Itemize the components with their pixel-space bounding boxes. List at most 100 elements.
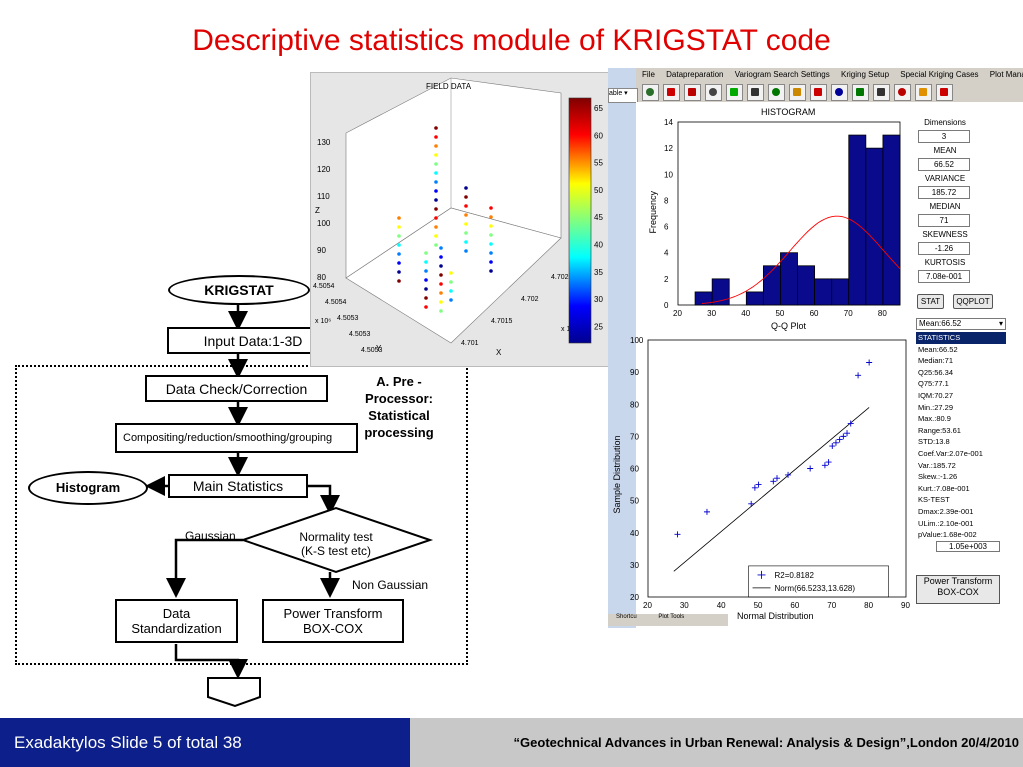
field-data-point [434,162,438,166]
slide-title: Descriptive statistics module of KRIGSTA… [192,24,831,57]
stat-button[interactable]: STAT [917,294,944,309]
toolbar-tool-icon[interactable] [747,83,764,101]
toolbar-tool-icon[interactable] [705,83,722,101]
field-data-point [464,240,468,244]
histogram-bar [865,147,884,306]
stats-list-item[interactable]: Kurt.:7.08e-001 [918,483,970,493]
toolbar-tool-icon[interactable] [831,83,848,101]
qq-x-tick: 70 [827,601,836,610]
hidden-value-field[interactable]: 1.05e+003 [936,541,1000,552]
tool-glyph-icon [793,87,801,96]
stats-list-item[interactable]: Range:53.61 [918,425,961,435]
tool-glyph-icon [940,87,948,96]
field-data-ticks: 13012011010090804.50544.50544.50534.5053… [313,138,573,354]
field-data-points [397,126,493,313]
stats-list-item[interactable]: Coef.Var:2.07e-001 [918,448,983,458]
toolbar-tool-icon[interactable] [663,83,680,101]
toolbar-tool-icon[interactable] [642,83,659,101]
colorbar-tick-label: 50 [594,186,603,195]
qq-y-tick: 30 [630,561,639,570]
flowchart-connectors [145,305,434,708]
toolbar-tool-icon[interactable] [915,83,932,101]
stats-list-header[interactable]: STATISTICS [916,332,1006,344]
toolbar-tool-icon[interactable] [684,83,701,101]
mean-field[interactable]: 66.52 [918,158,970,171]
field-data-point [439,246,443,250]
median-field[interactable]: 71 [918,214,970,227]
histogram-x-tick: 30 [707,309,716,318]
stats-list-item[interactable]: IQM:70.27 [918,390,954,400]
tab-plot-tools[interactable]: Plot Tools [658,614,685,620]
histogram-y-label: Frequency [648,190,658,233]
stats-list-item[interactable]: Var.:185.72 [918,460,956,470]
toolbar-tool-icon[interactable] [768,83,785,101]
statistics-list[interactable]: STATISTICS Mean:66.52 Median:71 Q25:56.34 Q7… [916,332,1006,541]
y-tick-label: 4.5053 [361,347,383,354]
menu-special-kriging[interactable]: Special Kriging Cases [900,70,979,79]
skewness-field[interactable]: -1.26 [918,242,970,255]
qq-axes-frame [647,339,907,598]
histogram-x-tick: 80 [878,309,887,318]
qq-plot-chart: 20 30 40 50 60 70 80 90 20 30 40 50 60 70 80 90 100 Norma… [612,336,910,620]
qqplot-button[interactable]: QQPLOT [953,294,993,309]
field-data-point [434,189,438,193]
field-data-point [397,216,401,220]
x-tick-label: 4.7025 [551,274,573,281]
field-data-point [434,225,438,229]
toolbar-tool-icon[interactable] [810,83,827,101]
stats-list-item[interactable]: Mean:66.52 [918,344,958,354]
y-axis-exponent: x 10⁶ [315,318,331,325]
stats-list-item[interactable]: Q75:77.1 [918,379,949,389]
toolbar-tool-icon[interactable] [873,83,890,101]
qq-legend-marker [757,570,766,579]
stats-list-item[interactable]: Max.:80.9 [918,414,951,424]
qq-x-tick: 60 [790,601,799,610]
stats-list-item[interactable]: pValue:1.68e-002 [918,530,977,540]
tool-glyph-icon [772,87,780,96]
field-data-point [397,234,401,238]
power-transform-button[interactable]: Power Transform BOX-COX [916,575,1000,604]
stats-list-item[interactable]: Min.:27.29 [918,402,954,412]
field-data-point [464,222,468,226]
stats-combo[interactable]: Mean:66.52 ▾ [916,318,1006,330]
variance-field[interactable]: 185.72 [918,186,970,199]
tool-glyph-icon [709,87,717,96]
field-data-panel: FIELD DATA Z Y X x 10⁶ x 10 130 120 110 100… [310,72,638,367]
field-data-point [464,213,468,217]
toolbar-tool-icon[interactable] [894,83,911,101]
qq-y-tick: 60 [630,465,639,474]
stats-list-item[interactable]: Skew.:-1.26 [918,472,958,482]
kurtosis-field[interactable]: 7.08e-001 [918,270,970,283]
menu-kriging-setup[interactable]: Kriging Setup [840,70,890,79]
menu-plot-manager[interactable]: Plot Mana [989,70,1023,79]
tool-glyph-icon [688,87,696,96]
median-label: MEDIAN [929,202,961,211]
stats-list-item[interactable]: Dmax:2.39e-001 [918,506,974,516]
histogram-bar [882,134,901,306]
stats-list-item[interactable]: ULim.:2.10e-001 [918,518,974,528]
menu-variogram[interactable]: Variogram Search Settings [734,70,830,79]
toolbar-tool-icon[interactable] [726,83,743,101]
field-data-point [434,153,438,157]
field-data-point [434,207,438,211]
menu-file[interactable]: File [642,70,655,79]
toolbar-tool-icon[interactable] [789,83,806,101]
field-data-point [397,252,401,256]
toolbar-tool-icon[interactable] [852,83,869,101]
tool-glyph-icon [667,87,675,96]
stats-list-item[interactable]: KS-TEST [918,495,950,505]
stats-list-item[interactable]: Median:71 [918,356,954,366]
dimensions-field[interactable]: 3 [918,130,970,143]
menu-datapreparation[interactable]: Datapreparation [666,70,724,79]
side-combo[interactable]: able ▾ [608,88,638,103]
qq-x-tick: 30 [680,601,689,610]
tab-shortcuts[interactable]: Shortcu [616,614,637,620]
histogram-bar [711,278,730,306]
menu-bar[interactable]: File Datapreparation Variogram Search Se… [642,70,1023,79]
toolbar-tool-icon[interactable] [936,83,953,101]
stats-list-item[interactable]: Q25:56.34 [918,367,954,377]
qq-legend-fit: Norm(66.5233,13.628) [775,584,856,593]
gaussian-label: Gaussian [185,529,236,543]
qq-data-point [674,531,681,538]
stats-list-item[interactable]: STD:13.8 [918,437,950,447]
